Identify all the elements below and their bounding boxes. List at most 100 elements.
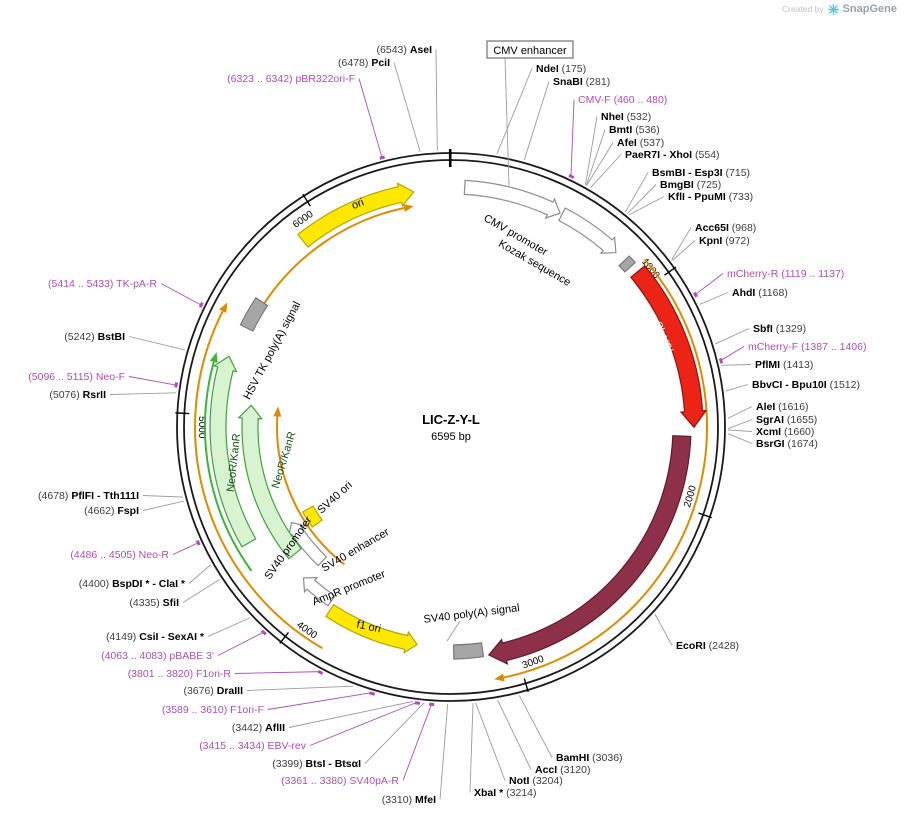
leader-bamhi [518,695,553,758]
primer-label-tk-pa-r[interactable]: (5414 .. 5433) TK-pA-R [48,278,157,290]
enzyme-label-noti[interactable]: NotI (3204) [509,775,563,787]
enzyme-label-draiii[interactable]: (3676) DraIII [183,685,243,697]
primer-label-neo-f[interactable]: (5096 .. 5115) Neo-F [28,371,125,383]
feature-label-sv40-enhancer-9[interactable]: SV40 enhancer [320,526,392,574]
enzyme-label-sfii[interactable]: (4335) SfiI [129,597,179,609]
enzyme-label-xcmi[interactable]: XcmI (1660) [756,426,814,438]
primer-span-f1ori-r [317,669,324,675]
enzyme-label-asei[interactable]: (6543) AseI [377,44,433,56]
feature-cmv-promoter-1[interactable] [557,207,617,254]
feature-ori-13[interactable] [297,182,415,248]
enzyme-label-bmgbi[interactable]: BmgBI (725) [660,179,721,191]
feature-kozak-sequence-2[interactable] [618,255,637,273]
enzyme-label-ndei[interactable]: NdeI (175) [536,63,586,75]
leader-bsrgi [727,433,753,444]
enzyme-label-sgrai[interactable]: SgrAI (1655) [756,414,817,426]
feature-label-sv40-ori-10[interactable]: SV40 ori [315,479,354,516]
primer-label-pbabe-3[interactable]: (4063 .. 4083) pBABE 3' [101,650,214,662]
enzyme-label-paer7i-xhoi[interactable]: PaeR7I - XhoI (554) [625,149,720,161]
leader-noti [475,702,506,781]
enzyme-label-mfei[interactable]: (3310) MfeI [382,794,436,806]
orf-arc-arrowhead-1 [219,302,228,313]
plasmid-size: 6595 bp [431,431,471,443]
primer-label-mcherry-r[interactable]: mCherry-R (1119 .. 1137) [727,268,844,280]
feature-f1-ori-6[interactable] [325,603,418,654]
enzyme-label-nhei[interactable]: NheI (532) [601,111,651,123]
orf-arc-1 [194,310,323,650]
enzyme-label-aflii[interactable]: (3442) AflII [232,722,285,734]
feature-label-neor-kanr-12[interactable]: NeoR/KanR [270,430,299,490]
primer-span-pbr322ori-f [379,155,385,160]
primer-label-pbr322ori-f[interactable]: (6323 .. 6342) pBR322ori-F [227,73,355,85]
primer-label-cmv-f[interactable]: CMV-F (460 .. 480) [578,94,667,106]
leader-bbvci-bpu10i [725,384,749,392]
enzyme-label-fspi[interactable]: (4662) FspI [84,505,139,517]
primer-label-f1ori-f[interactable]: (3589 .. 3610) F1ori-F [162,704,264,716]
enzyme-label-acc65i[interactable]: Acc65I (968) [695,222,756,234]
primer-span-ebv-rev [414,701,421,705]
leader-kfli-ppumi [628,196,665,216]
enzyme-label-sbfi[interactable]: SbfI (1329) [753,323,806,335]
enzyme-label-bmti[interactable]: BmtI (536) [609,124,660,136]
orf-arc-4 [204,361,253,572]
enzyme-label-kfli-ppumi[interactable]: KflI - PpuMI (733) [668,191,753,203]
feature-cmv-enhancer-0[interactable] [463,179,561,220]
leader-tk-pa-r [160,283,203,306]
enzyme-label-bsrgi[interactable]: BsrGI (1674) [756,438,818,450]
cmv-enhancer-label-box[interactable] [486,40,574,59]
leader-mcherry-f [719,346,745,362]
leader-f1ori-f [267,692,373,710]
feature-neor-kanr-10[interactable] [209,355,257,548]
primer-label-sv40pa-r[interactable]: (3361 .. 3380) SV40pA-R [281,775,399,787]
enzyme-label-ecori[interactable]: EcoRI (2428) [676,640,739,652]
primer-label-mcherry-f[interactable]: mCherry-F (1387 .. 1406) [748,341,866,353]
enzyme-label-ahdi[interactable]: AhdI (1168) [732,287,788,299]
enzyme-label-bamhi[interactable]: BamHI (3036) [556,752,623,764]
enzyme-label-afei[interactable]: AfeI (537) [617,137,664,149]
enzyme-label-csii-sexai[interactable]: (4149) CsiI - SexAI * [106,631,205,643]
cmv-enhancer-label[interactable]: CMV enhancer [493,45,567,57]
enzyme-label-kpni[interactable]: KpnI (972) [699,235,750,247]
enzyme-label-bstbi[interactable]: (5242) BstBI [64,331,125,343]
feature-cry2phr-4[interactable] [487,435,692,665]
feature-label-neor-kanr-11[interactable]: NeoR/KanR [225,433,243,493]
feature-hsv-tk-poly-a-signal-12[interactable] [239,296,269,332]
enzyme-label-pflfi-tth111i[interactable]: (4678) PflFI - Tth111I [38,490,139,502]
feature-sv40-promoter-8[interactable] [288,521,328,567]
leader-acci [497,699,532,770]
feature-sv40-ori-9[interactable] [301,505,323,528]
snapgene-brand-text: SnapGene [842,3,897,15]
enzyme-label-alei[interactable]: AleI (1616) [756,401,809,413]
feature-label-ori-0[interactable]: ori [350,196,366,212]
leader-sv40pa-r [402,703,433,781]
feature-ampr-promoter-7[interactable] [302,576,336,607]
feature-label-sv40-poly-a-signal-5[interactable]: SV40 poly(A) signal [423,602,520,626]
leader-pflfi-tth111i [142,495,184,498]
leader-bmti [585,129,606,186]
position-tick-6000 [302,193,311,207]
feature-sv40-poly-a-signal-5[interactable] [452,642,485,660]
enzyme-label-bbvci-bpu10i[interactable]: BbvCI - Bpu10I (1512) [752,379,860,391]
leader-pbabe-3 [217,631,265,656]
enzyme-label-xbai[interactable]: XbaI * (3214) [474,787,536,799]
leader-bstbi [128,336,186,351]
enzyme-label-bsmbi-esp3i[interactable]: BsmBI - Esp3I (715) [652,167,750,179]
primer-label-neo-r[interactable]: (4486 .. 4505) Neo-R [70,549,169,561]
leader-neo-f [128,376,178,386]
enzyme-label-btsi-bts-i[interactable]: (3399) BtsI - BtsαI [272,758,361,770]
feature-mcherry-3[interactable] [629,264,708,429]
enzyme-label-snabi[interactable]: SnaBI (281) [553,76,610,88]
leader-sbfi [715,328,750,345]
enzyme-label-pflmi[interactable]: PflMI (1413) [755,359,813,371]
feature-label-f1-ori-6[interactable]: f1 ori [355,619,381,636]
enzyme-label-acci[interactable]: AccI (3120) [535,764,590,776]
plasmid-name: LIC-Z-Y-L [422,412,480,427]
enzyme-label-bspdi-clai[interactable]: (4400) BspDI * - ClaI * [79,578,186,590]
cmv-enhancer-leader-line [504,57,510,187]
feature-neor-kanr-11[interactable] [237,404,303,560]
leader-snabi [523,81,550,161]
primer-label-ebv-rev[interactable]: (3415 .. 3434) EBV-rev [199,740,307,752]
primer-label-f1ori-r[interactable]: (3801 .. 3820) F1ori-R [128,668,232,680]
enzyme-label-pcii[interactable]: (6478) PciI [338,57,390,69]
enzyme-label-rsrii[interactable]: (5076) RsrII [49,389,106,401]
